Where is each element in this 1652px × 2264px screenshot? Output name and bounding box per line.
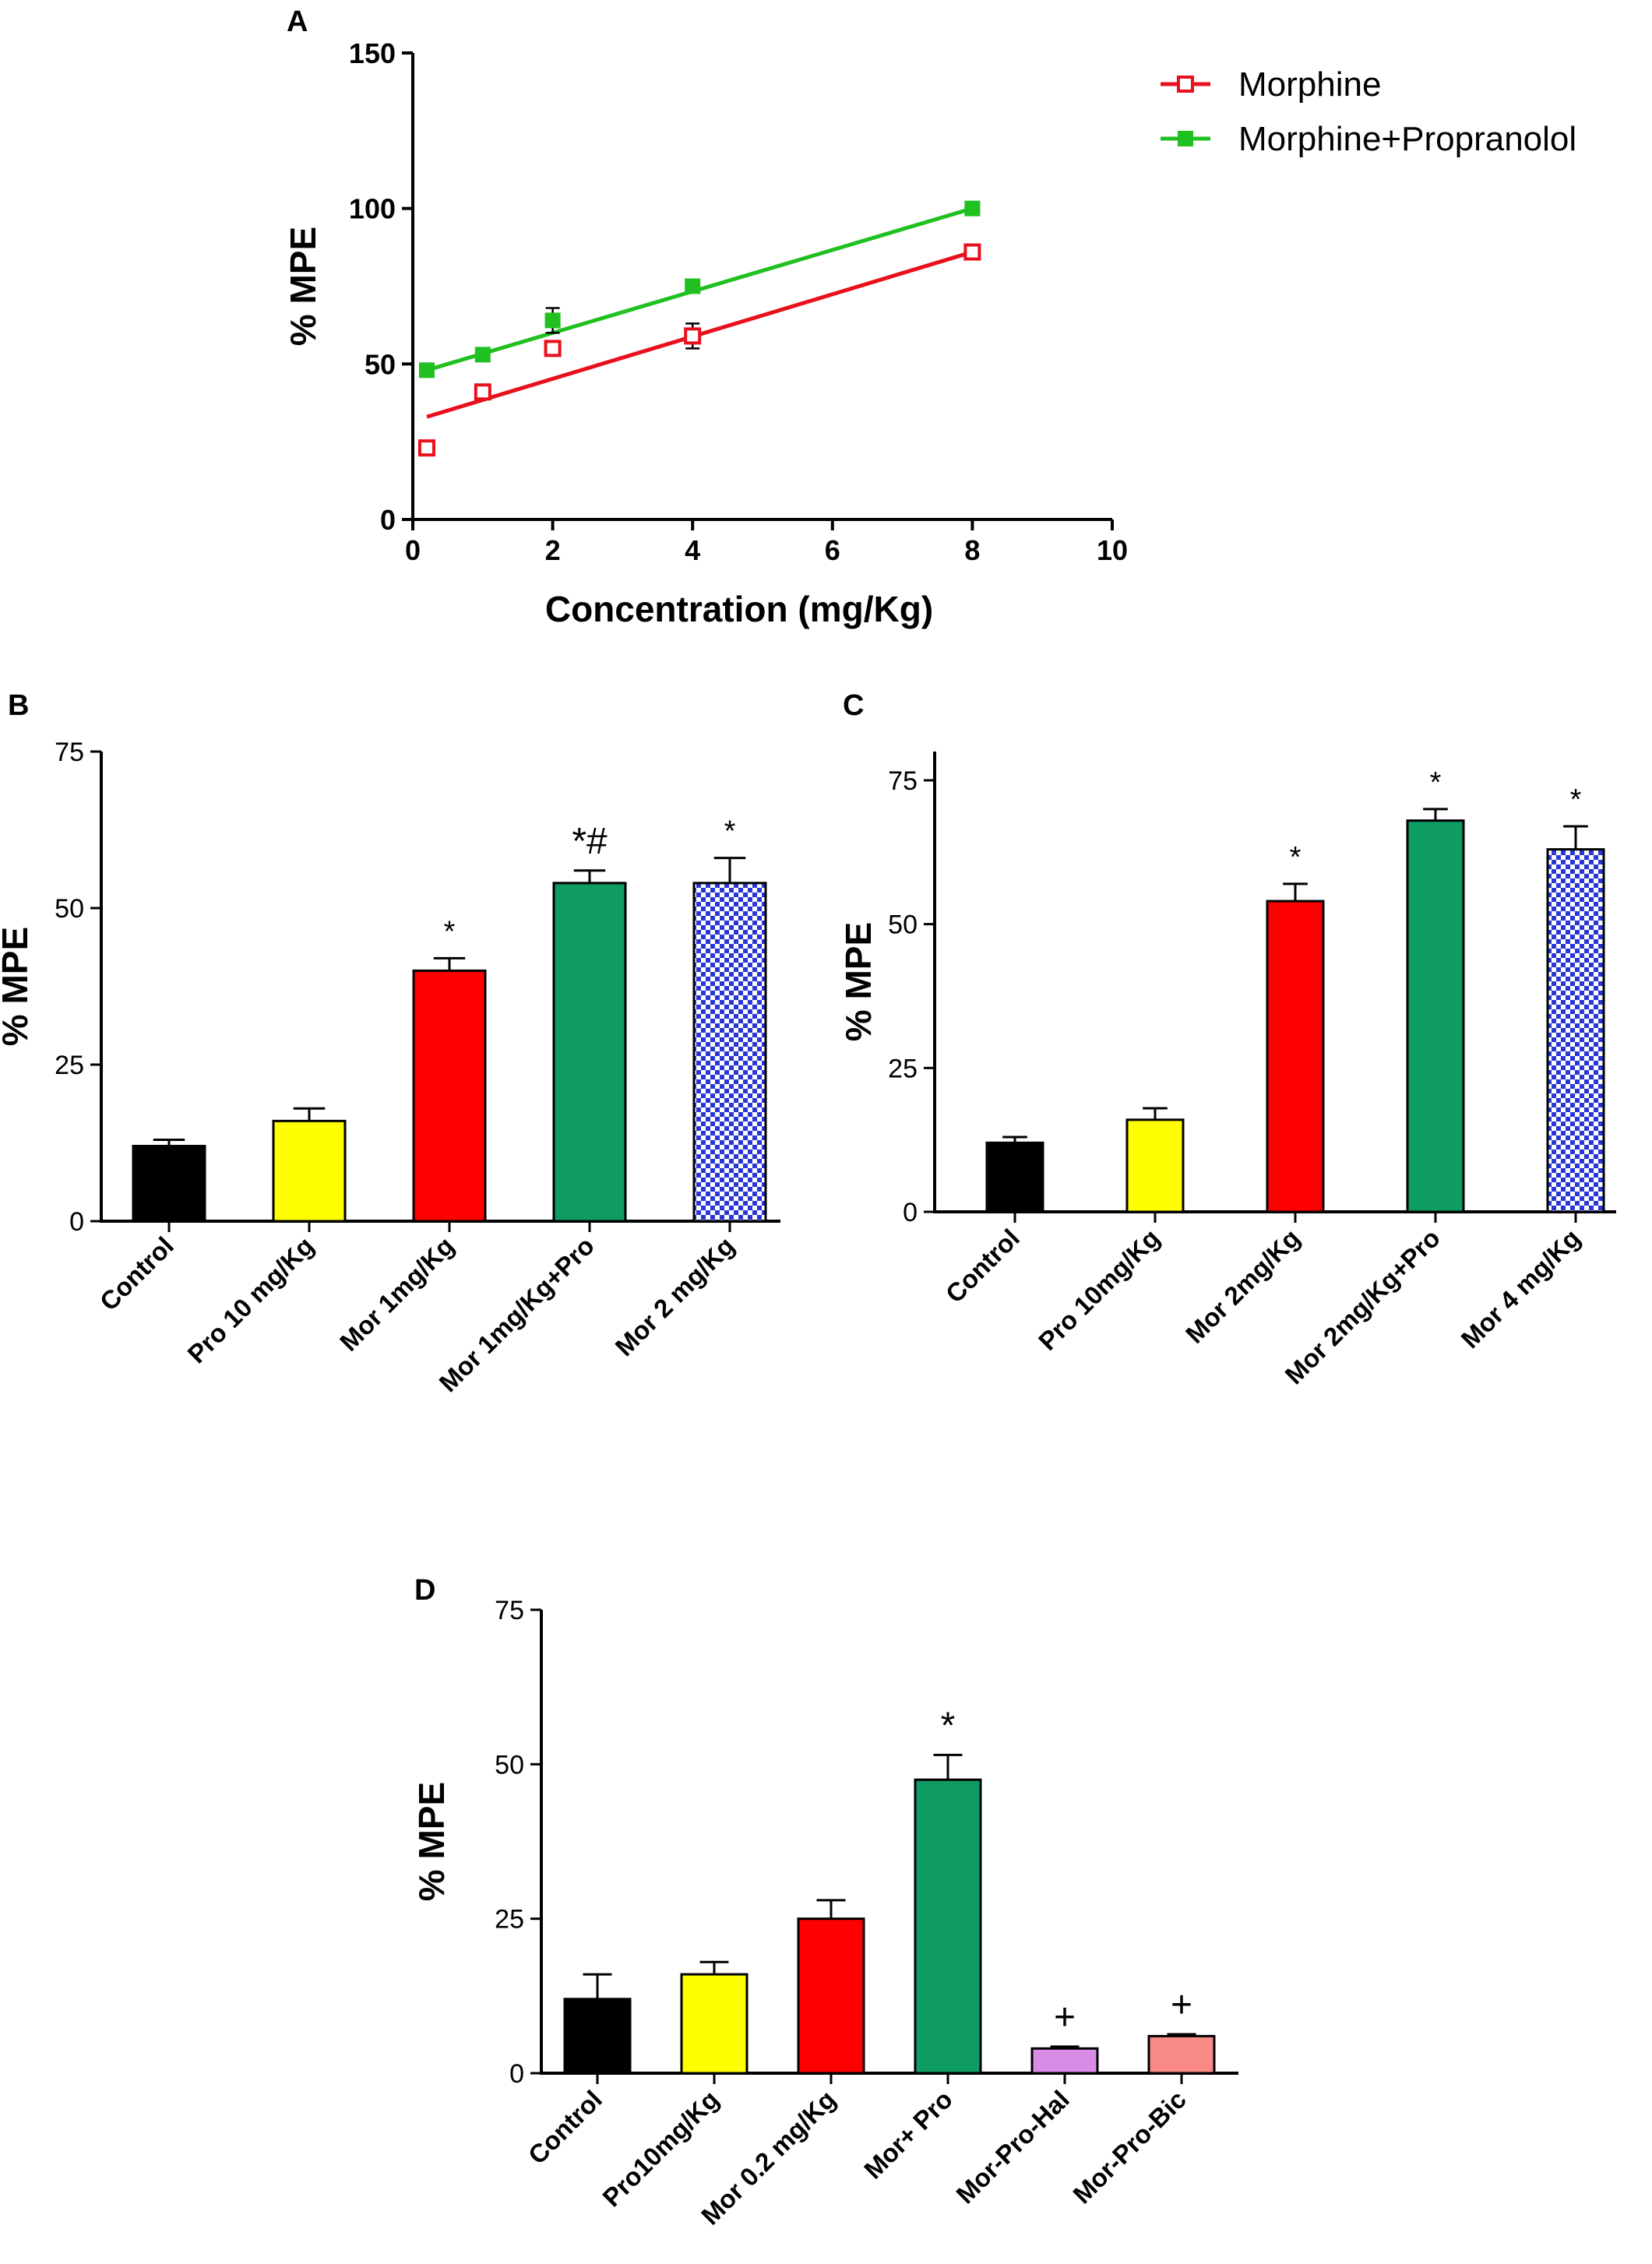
x-tick-label: 4 [685, 534, 700, 566]
category-label: Mor 1mg/Kg [334, 1231, 460, 1357]
y-tick-label: 75 [888, 766, 918, 796]
y-tick-label: 0 [509, 2059, 524, 2089]
bar [692, 882, 767, 1223]
bar [1030, 2047, 1099, 2075]
significance-marker: * [444, 915, 456, 948]
category-label: Mor 2mg/Kg+Pro [1279, 1224, 1446, 1390]
data-point-morphine [474, 383, 491, 401]
legend-marker [1177, 76, 1194, 93]
y-tick-label: 150 [349, 37, 396, 69]
category-label: Mor-Pro-Bic [1067, 2085, 1192, 2209]
bar [914, 1778, 982, 2075]
data-point-morphine [417, 439, 435, 457]
category-label: Pro 10 mg/Kg [181, 1231, 319, 1369]
category-label: Pro 10mg/Kg [1033, 1224, 1165, 1356]
legend-label: Morphine+Propranolol [1238, 120, 1576, 158]
y-tick-label: 50 [365, 348, 396, 380]
panel-d-letter: D [414, 1574, 435, 1607]
category-label: Control [94, 1231, 179, 1316]
y-tick-label: 0 [380, 504, 396, 536]
panel-a-letter: A [287, 5, 308, 38]
x-tick-label: 6 [825, 534, 840, 566]
y-tick-label: 75 [55, 738, 84, 767]
bar [985, 1141, 1044, 1213]
y-axis-title: % MPE [838, 922, 879, 1041]
y-tick-label: 50 [55, 894, 84, 924]
category-label: Mor 2 mg/Kg [609, 1231, 739, 1361]
category-label: Mor 2mg/Kg [1180, 1224, 1305, 1349]
bar [680, 1973, 749, 2075]
y-tick-label: 25 [495, 1905, 524, 1935]
bar [1147, 2034, 1216, 2075]
data-point-morphine [963, 243, 981, 261]
y-axis-title: % MPE [0, 927, 35, 1046]
data-point-morphine [544, 340, 562, 357]
category-label: Mor+ Pro [858, 2085, 958, 2185]
legend-label: Morphine [1238, 65, 1381, 104]
bar [412, 969, 487, 1223]
bar [552, 882, 627, 1223]
category-label: Control [523, 2085, 608, 2170]
category-label: Control [940, 1224, 1025, 1308]
bar [1406, 819, 1465, 1213]
x-axis-title: Concentration (mg/Kg) [545, 589, 933, 629]
significance-marker: * [941, 1705, 956, 1746]
significance-marker: * [1430, 766, 1442, 799]
significance-marker: * [1290, 841, 1302, 874]
data-point-morphine-propranolol [418, 362, 435, 379]
x-tick-label: 10 [1097, 534, 1128, 566]
y-tick-label: 25 [55, 1051, 84, 1080]
y-tick-label: 75 [495, 1596, 524, 1625]
y-axis-title: % MPE [411, 1782, 452, 1901]
legend-marker [1178, 131, 1193, 146]
bar [797, 1917, 865, 2075]
category-label: Pro10mg/Kg [597, 2085, 724, 2213]
x-tick-label: 2 [545, 534, 561, 566]
category-label: Mor 1mg/Kg+Pro [433, 1231, 600, 1398]
x-tick-label: 0 [405, 534, 421, 566]
panel-c-letter: C [843, 689, 864, 722]
data-point-morphine-propranolol [685, 278, 701, 294]
category-label: Mor 4 mg/Kg [1455, 1224, 1585, 1354]
y-tick-label: 25 [888, 1054, 918, 1083]
bar [272, 1119, 347, 1223]
panel-b-letter: B [8, 689, 29, 722]
significance-marker: *# [572, 821, 608, 862]
y-tick-label: 50 [888, 910, 918, 940]
data-point-morphine [684, 327, 702, 345]
y-tick-label: 0 [903, 1198, 918, 1227]
panel-a-line-chart: 0 50 100 150 0 2 4 6 8 10 Concentration (mg/Kg) % M… [283, 37, 1576, 629]
bar [1125, 1118, 1185, 1213]
y-tick-label: 50 [495, 1750, 524, 1780]
bar [132, 1145, 206, 1223]
significance-marker: + [1171, 1984, 1192, 2026]
y-tick-label: 100 [349, 193, 396, 225]
y-tick-label: 0 [69, 1207, 84, 1237]
data-point-morphine-propranolol [964, 200, 981, 217]
x-tick-label: 8 [964, 534, 980, 566]
bar [1546, 848, 1605, 1213]
data-point-morphine-propranolol [474, 347, 491, 363]
significance-marker: * [1570, 783, 1582, 816]
category-label: Mor-Pro-Hal [950, 2085, 1075, 2209]
significance-marker: + [1054, 1997, 1076, 2038]
bar [563, 1998, 632, 2075]
significance-marker: * [724, 815, 736, 848]
data-point-morphine-propranolol [544, 312, 561, 329]
bar [1266, 900, 1325, 1213]
y-axis-title: % MPE [283, 227, 323, 346]
